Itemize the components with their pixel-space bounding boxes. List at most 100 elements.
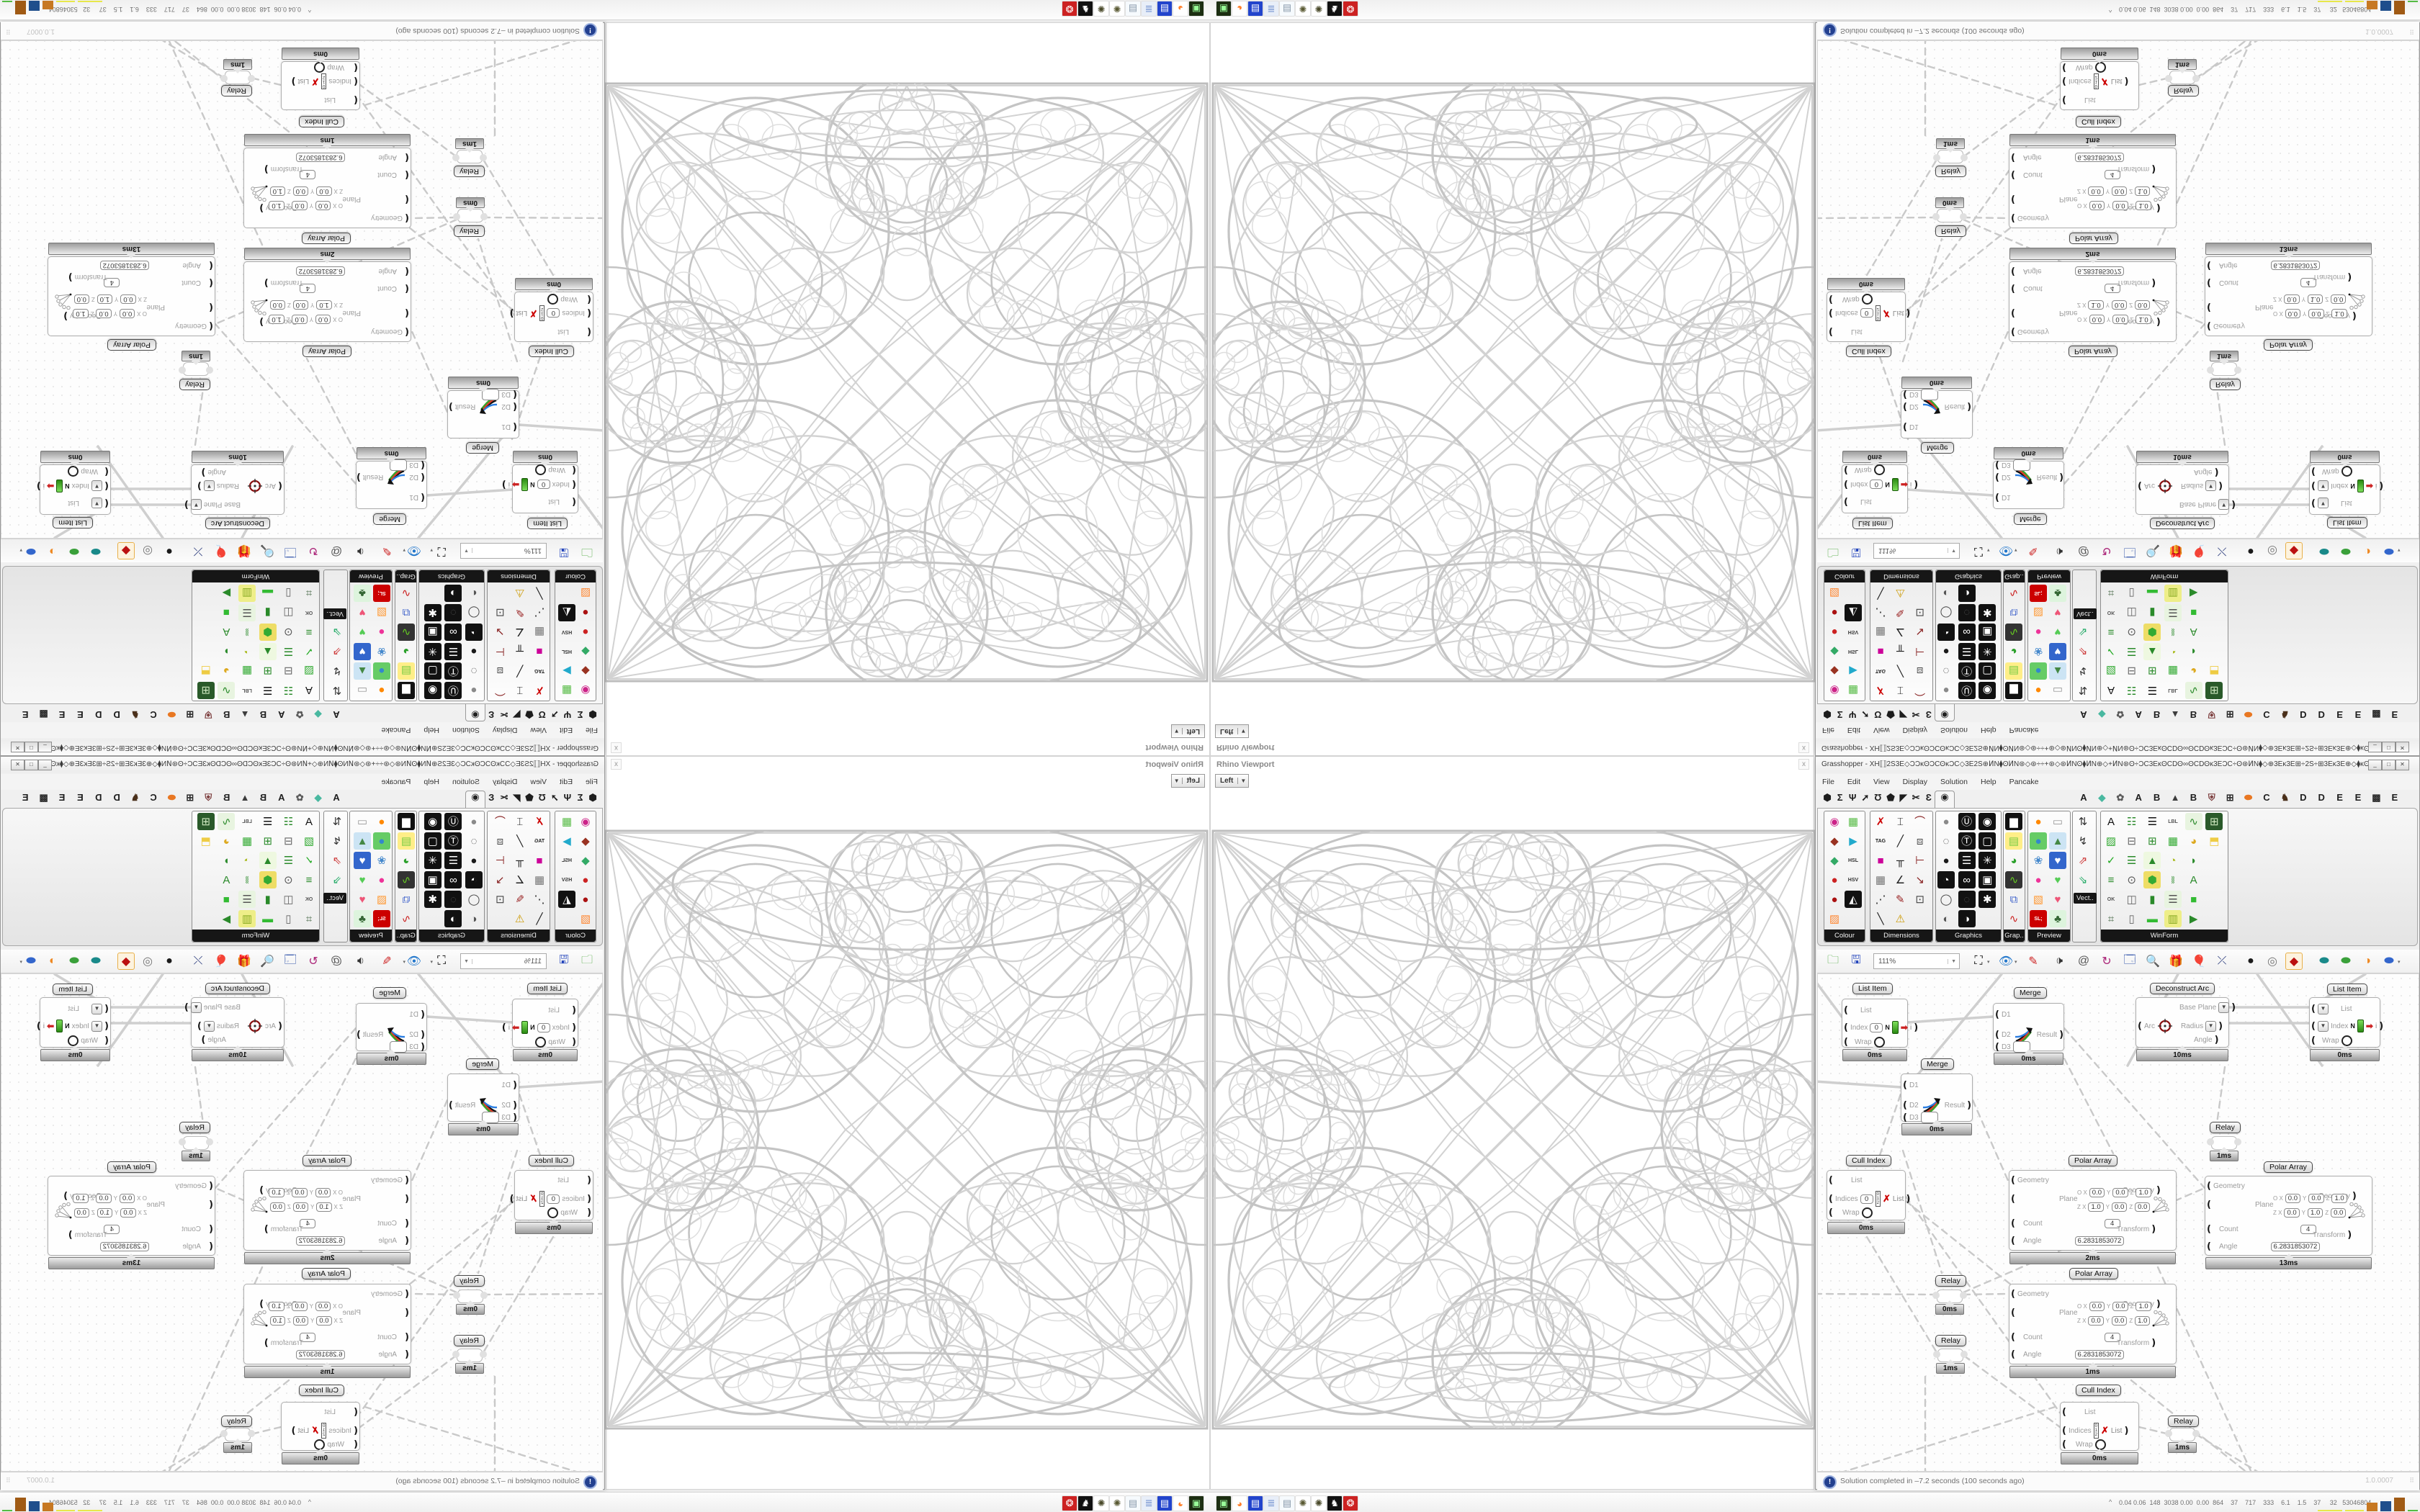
new-file-icon[interactable]: 🗀	[1827, 953, 1839, 966]
tab-vector[interactable]: ➚	[1861, 792, 1870, 803]
shuffle-icon[interactable]: ⤫	[193, 545, 203, 557]
node-merge[interactable]: ( D1( D2 Result )( D3	[447, 389, 519, 438]
ribbon-icon[interactable]: ▨	[303, 834, 315, 847]
node-title-listitem[interactable]: List Item	[527, 518, 568, 529]
ribbon-icon[interactable]: ∿	[2184, 682, 2202, 699]
ribbon-icon[interactable]: ☷	[283, 815, 294, 828]
ribbon-icon[interactable]: ☰	[238, 891, 256, 908]
notepad-icon[interactable]: ▤	[1125, 1495, 1141, 1511]
balloon-icon[interactable]: 🎈	[2192, 955, 2206, 968]
ellipsoid-orange-icon[interactable]: ◑	[2364, 955, 2371, 967]
tab-sets[interactable]: Ψ	[1848, 792, 1857, 803]
node-cull[interactable]: ( List ( Indices 0 1 2 ✗ List )( Wrap	[2060, 1402, 2139, 1451]
ribbon-icon[interactable]: ◭	[558, 604, 575, 621]
ribbon-icon[interactable]: ▲	[259, 852, 277, 869]
ribbon-icon[interactable]: ↯	[2078, 665, 2088, 678]
ribbon-icon[interactable]: ∠	[514, 626, 525, 639]
ribbon-icon[interactable]: ⚠	[514, 912, 525, 925]
ribbon-icon[interactable]: ◔	[2169, 854, 2177, 867]
ribbon-icon[interactable]: ◫	[2126, 606, 2137, 619]
save-icon[interactable]: 🖫	[559, 953, 569, 966]
ribbon-icon[interactable]: ▦	[241, 834, 253, 847]
ribbon-icon[interactable]: ✱	[1978, 891, 1996, 908]
ribbon-icon[interactable]: ●	[470, 854, 478, 867]
save-icon[interactable]: 🖫	[559, 546, 569, 559]
ribbon-icon[interactable]: ■	[1877, 854, 1884, 867]
tab-addon-8[interactable]: ⊞	[2226, 792, 2234, 803]
ribbon-icon[interactable]: ☷	[283, 684, 294, 697]
node-decarc[interactable]: Base Plane ▼ ) ( Arc Radius ▼ ) Angle )	[184, 997, 284, 1048]
tab-addon-6[interactable]: B	[223, 792, 230, 803]
tab-addon-7[interactable]: ⛨	[205, 792, 212, 803]
node-cull[interactable]: ( List ( Indices 0 1 2 ✗ List )( Wrap	[2060, 61, 2139, 110]
tab-maths[interactable]: Σ	[577, 709, 583, 720]
ribbon-icon[interactable]: ☰	[444, 852, 462, 869]
tab-surface[interactable]: ⬟	[525, 792, 534, 803]
ribbon-icon[interactable]: ●	[1831, 873, 1838, 886]
menu-item-file[interactable]: File	[1822, 778, 1834, 786]
ribbon-icon[interactable]: ╲	[1877, 587, 1884, 600]
ribbon-icon[interactable]: ⊟	[2127, 834, 2136, 847]
node-title-merge[interactable]: Merge	[2014, 987, 2047, 999]
tab-addon-15[interactable]: E	[58, 709, 66, 720]
ribbon-icon[interactable]: ╱	[516, 834, 524, 847]
panel-footer-grap[interactable]: Grap..	[2004, 570, 2025, 582]
ribbon-icon[interactable]: ◫	[2126, 893, 2137, 906]
ribbon-icon[interactable]: ◌	[1942, 665, 1950, 678]
ribbon-icon[interactable]: ◐	[1942, 912, 1950, 925]
knot-b-icon[interactable]: ✺	[1093, 1495, 1109, 1511]
gift-icon[interactable]: 🎁	[2169, 544, 2183, 557]
ribbon-icon[interactable]: ●	[470, 815, 478, 828]
menu-item-pancake[interactable]: Pancake	[2009, 726, 2039, 734]
ribbon-icon[interactable]: ❀	[2033, 854, 2043, 867]
ribbon-icon[interactable]: ▨	[1829, 587, 1840, 600]
target-red-icon[interactable]: ❂	[1343, 1495, 1358, 1511]
ribbon-icon[interactable]: ▬	[2146, 912, 2158, 925]
ribbon-icon[interactable]: ■	[536, 854, 543, 867]
ribbon-icon[interactable]: ⋰	[534, 606, 545, 619]
ribbon-icon[interactable]: ✱	[1978, 604, 1996, 621]
node-title-merge[interactable]: Merge	[1921, 442, 1954, 454]
tray-expand-icon[interactable]: ^	[2109, 6, 2112, 14]
ribbon-icon[interactable]: TAG	[534, 668, 545, 674]
ribbon-icon[interactable]: ▶	[563, 834, 571, 847]
ellipsoid-green-icon[interactable]: ⬬	[69, 545, 79, 557]
node-title-cull[interactable]: Cull Index	[1846, 346, 1891, 357]
node-title-listitem[interactable]: List Item	[1852, 518, 1893, 529]
panel-footer-graphics[interactable]: Graphics	[1936, 930, 2001, 942]
firefox-icon[interactable]: ◕	[1232, 1, 1247, 17]
sketch-pen-icon[interactable]: ✎	[2028, 544, 2038, 557]
panel-footer-preview[interactable]: Preview	[350, 930, 392, 942]
torus-white-icon[interactable]: ◎	[2267, 544, 2277, 557]
ribbon-icon[interactable]: ⌒	[1914, 684, 1926, 697]
ribbon-icon[interactable]: ∿	[2009, 587, 2019, 600]
ribbon-icon[interactable]: ⊙	[2127, 626, 2136, 639]
ribbon-icon[interactable]: ◑	[1958, 910, 1976, 927]
ribbon-icon[interactable]: ↯	[2078, 834, 2088, 847]
ribbon-icon[interactable]: A	[2190, 626, 2197, 639]
node-title-relay[interactable]: Relay	[2210, 379, 2241, 390]
ribbon-icon[interactable]: HSV	[1847, 877, 1859, 883]
ribbon-icon[interactable]: ◕	[2010, 645, 2017, 658]
sphere-black-icon[interactable]: ●	[2247, 545, 2254, 557]
notepad-icon[interactable]: ▤	[1279, 1495, 1295, 1511]
ribbon-icon[interactable]: ✗	[1876, 684, 1886, 697]
tab-addon-17[interactable]: E	[22, 792, 29, 803]
fit-extents-icon[interactable]: ⛶	[1974, 545, 1983, 557]
ribbon-icon[interactable]: ⇘	[2078, 873, 2088, 886]
sphere-black-icon[interactable]: ●	[2247, 955, 2254, 967]
ribbon-icon[interactable]: ⇅	[2078, 815, 2088, 828]
firefox-icon[interactable]: ◕	[1232, 1495, 1247, 1511]
ribbon-icon[interactable]: ♥	[2054, 873, 2061, 886]
node-title-decarc[interactable]: Deconstruct Arc	[205, 518, 270, 529]
ribbon-icon[interactable]: A	[2107, 684, 2115, 697]
scroll-doc-icon[interactable]: ≣	[1141, 1, 1157, 17]
zoom-combo[interactable]: 111% ▼	[1873, 543, 1960, 559]
ribbon-icon[interactable]: ▶	[1849, 665, 1857, 678]
ribbon-icon[interactable]: ▮	[2149, 606, 2156, 619]
ribbon-icon[interactable]: ╱	[1896, 834, 1904, 847]
ribbon-icon[interactable]: LBL	[2168, 819, 2178, 824]
ribbon-icon[interactable]: ◉	[1829, 815, 1839, 828]
